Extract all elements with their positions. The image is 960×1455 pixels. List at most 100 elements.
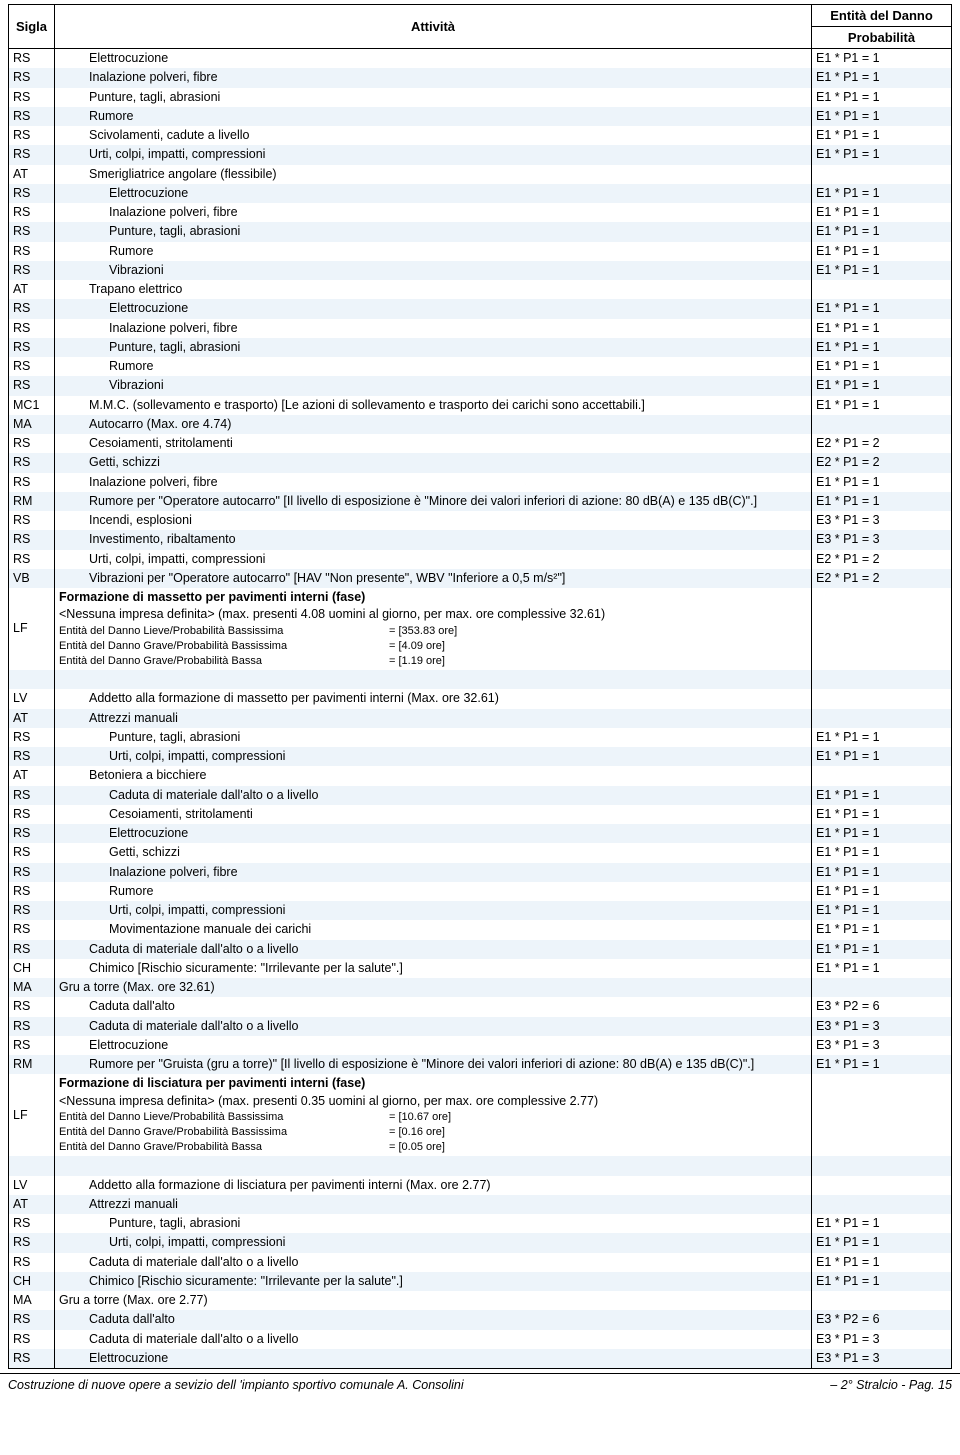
cell-attivita: Movimentazione manuale dei carichi bbox=[55, 920, 812, 939]
cell-entita: E1 * P1 = 1 bbox=[812, 107, 952, 126]
cell-entita: E1 * P1 = 1 bbox=[812, 473, 952, 492]
cell-sigla: RS bbox=[9, 473, 55, 492]
cell-attivita: Betoniera a bicchiere bbox=[55, 766, 812, 785]
cell-entita: E2 * P1 = 2 bbox=[812, 453, 952, 472]
cell-sigla: AT bbox=[9, 165, 55, 184]
cell-attivita: Scivolamenti, cadute a livello bbox=[55, 126, 812, 145]
cell-entita: E1 * P1 = 1 bbox=[812, 68, 952, 87]
cell-entita: E1 * P1 = 1 bbox=[812, 338, 952, 357]
cell-attivita: Caduta dall'alto bbox=[55, 997, 812, 1016]
cell-attivita: Addetto alla formazione di massetto per … bbox=[55, 689, 812, 708]
cell-attivita: Punture, tagli, abrasioni bbox=[55, 338, 812, 357]
table-row: RSElettrocuzioneE1 * P1 = 1 bbox=[9, 824, 952, 843]
cell-sigla: RM bbox=[9, 492, 55, 511]
cell-sigla: RS bbox=[9, 1253, 55, 1272]
table-row: RSUrti, colpi, impatti, compressioniE1 *… bbox=[9, 1233, 952, 1252]
cell-entita bbox=[812, 165, 952, 184]
cell-attivita: Urti, colpi, impatti, compressioni bbox=[55, 747, 812, 766]
cell-attivita: Gru a torre (Max. ore 2.77) bbox=[55, 1291, 812, 1310]
cell-sigla: RS bbox=[9, 376, 55, 395]
table-row: RSCaduta dall'altoE3 * P2 = 6 bbox=[9, 997, 952, 1016]
cell-entita: E1 * P1 = 1 bbox=[812, 242, 952, 261]
cell-sigla: RS bbox=[9, 728, 55, 747]
table-row: RSPunture, tagli, abrasioniE1 * P1 = 1 bbox=[9, 222, 952, 241]
cell-entita: E1 * P1 = 1 bbox=[812, 261, 952, 280]
cell-sigla: RS bbox=[9, 1349, 55, 1369]
cell-sigla: RS bbox=[9, 843, 55, 862]
cell-attivita: Elettrocuzione bbox=[55, 184, 812, 203]
cell-entita bbox=[812, 1156, 952, 1175]
table-row: RSMovimentazione manuale dei carichiE1 *… bbox=[9, 920, 952, 939]
cell-sigla: RS bbox=[9, 1233, 55, 1252]
cell-sigla: RS bbox=[9, 299, 55, 318]
table-row: RSCesoiamenti, stritolamentiE1 * P1 = 1 bbox=[9, 805, 952, 824]
cell-attivita: Formazione di lisciatura per pavimenti i… bbox=[55, 1074, 812, 1156]
cell-attivita: M.M.C. (sollevamento e trasporto) [Le az… bbox=[55, 396, 812, 415]
cell-attivita: Caduta di materiale dall'alto o a livell… bbox=[55, 940, 812, 959]
table-row: RSInalazione polveri, fibreE1 * P1 = 1 bbox=[9, 473, 952, 492]
cell-sigla: RS bbox=[9, 107, 55, 126]
cell-sigla: RS bbox=[9, 203, 55, 222]
cell-attivita: Chimico [Rischio sicuramente: "Irrilevan… bbox=[55, 1272, 812, 1291]
cell-sigla: RS bbox=[9, 920, 55, 939]
cell-attivita: Addetto alla formazione di lisciatura pe… bbox=[55, 1176, 812, 1195]
table-row: ATAttrezzi manuali bbox=[9, 709, 952, 728]
cell-attivita: Punture, tagli, abrasioni bbox=[55, 222, 812, 241]
cell-sigla: RS bbox=[9, 1036, 55, 1055]
cell-attivita: Caduta di materiale dall'alto o a livell… bbox=[55, 1017, 812, 1036]
cell-sigla: RS bbox=[9, 863, 55, 882]
cell-entita bbox=[812, 588, 952, 670]
cell-entita: E3 * P1 = 3 bbox=[812, 1017, 952, 1036]
cell-attivita: Caduta di materiale dall'alto o a livell… bbox=[55, 786, 812, 805]
table-row: RSInalazione polveri, fibreE1 * P1 = 1 bbox=[9, 863, 952, 882]
table-row: RSPunture, tagli, abrasioniE1 * P1 = 1 bbox=[9, 338, 952, 357]
cell-attivita: Punture, tagli, abrasioni bbox=[55, 728, 812, 747]
cell-sigla: RS bbox=[9, 805, 55, 824]
table-row: RSInalazione polveri, fibreE1 * P1 = 1 bbox=[9, 68, 952, 87]
cell-sigla: MA bbox=[9, 978, 55, 997]
cell-entita: E2 * P1 = 2 bbox=[812, 550, 952, 569]
table-row: RSCaduta dall'altoE3 * P2 = 6 bbox=[9, 1310, 952, 1329]
cell-entita: E1 * P1 = 1 bbox=[812, 396, 952, 415]
table-row: RSInvestimento, ribaltamentoE3 * P1 = 3 bbox=[9, 530, 952, 549]
cell-sigla: LV bbox=[9, 689, 55, 708]
risk-table: Sigla Attività Entità del Danno Probabil… bbox=[8, 4, 952, 1369]
cell-sigla: RS bbox=[9, 997, 55, 1016]
cell-entita bbox=[812, 1291, 952, 1310]
cell-sigla: CH bbox=[9, 1272, 55, 1291]
cell-sigla: RS bbox=[9, 126, 55, 145]
cell-entita bbox=[812, 1074, 952, 1156]
cell-entita bbox=[812, 280, 952, 299]
cell-entita: E1 * P1 = 1 bbox=[812, 728, 952, 747]
cell-sigla bbox=[9, 670, 55, 689]
table-row: CHChimico [Rischio sicuramente: "Irrilev… bbox=[9, 959, 952, 978]
cell-entita: E3 * P1 = 3 bbox=[812, 530, 952, 549]
table-row: RSRumoreE1 * P1 = 1 bbox=[9, 357, 952, 376]
table-row bbox=[9, 1156, 952, 1175]
cell-attivita: Urti, colpi, impatti, compressioni bbox=[55, 901, 812, 920]
cell-attivita: Getti, schizzi bbox=[55, 453, 812, 472]
cell-attivita: Attrezzi manuali bbox=[55, 1195, 812, 1214]
cell-entita: E1 * P1 = 1 bbox=[812, 959, 952, 978]
cell-entita: E1 * P1 = 1 bbox=[812, 1055, 952, 1074]
col-header-sigla: Sigla bbox=[9, 5, 55, 49]
table-row: RSInalazione polveri, fibreE1 * P1 = 1 bbox=[9, 319, 952, 338]
cell-entita: E1 * P1 = 1 bbox=[812, 747, 952, 766]
table-row: CHChimico [Rischio sicuramente: "Irrilev… bbox=[9, 1272, 952, 1291]
cell-attivita: Caduta di materiale dall'alto o a livell… bbox=[55, 1253, 812, 1272]
cell-sigla: RS bbox=[9, 434, 55, 453]
cell-attivita: Gru a torre (Max. ore 32.61) bbox=[55, 978, 812, 997]
cell-entita: E1 * P1 = 1 bbox=[812, 203, 952, 222]
cell-attivita: Vibrazioni per "Operatore autocarro" [HA… bbox=[55, 569, 812, 588]
table-row: RSInalazione polveri, fibreE1 * P1 = 1 bbox=[9, 203, 952, 222]
cell-sigla: RS bbox=[9, 511, 55, 530]
table-row: RSPunture, tagli, abrasioniE1 * P1 = 1 bbox=[9, 1214, 952, 1233]
cell-attivita: Rumore bbox=[55, 107, 812, 126]
table-row: ATSmerigliatrice angolare (flessibile) bbox=[9, 165, 952, 184]
cell-attivita: Urti, colpi, impatti, compressioni bbox=[55, 550, 812, 569]
cell-sigla: RS bbox=[9, 940, 55, 959]
table-row: RSElettrocuzioneE3 * P1 = 3 bbox=[9, 1036, 952, 1055]
page-footer: Costruzione di nuove opere a sevizio del… bbox=[0, 1373, 960, 1400]
cell-entita: E1 * P1 = 1 bbox=[812, 920, 952, 939]
footer-left: Costruzione di nuove opere a sevizio del… bbox=[8, 1378, 830, 1392]
